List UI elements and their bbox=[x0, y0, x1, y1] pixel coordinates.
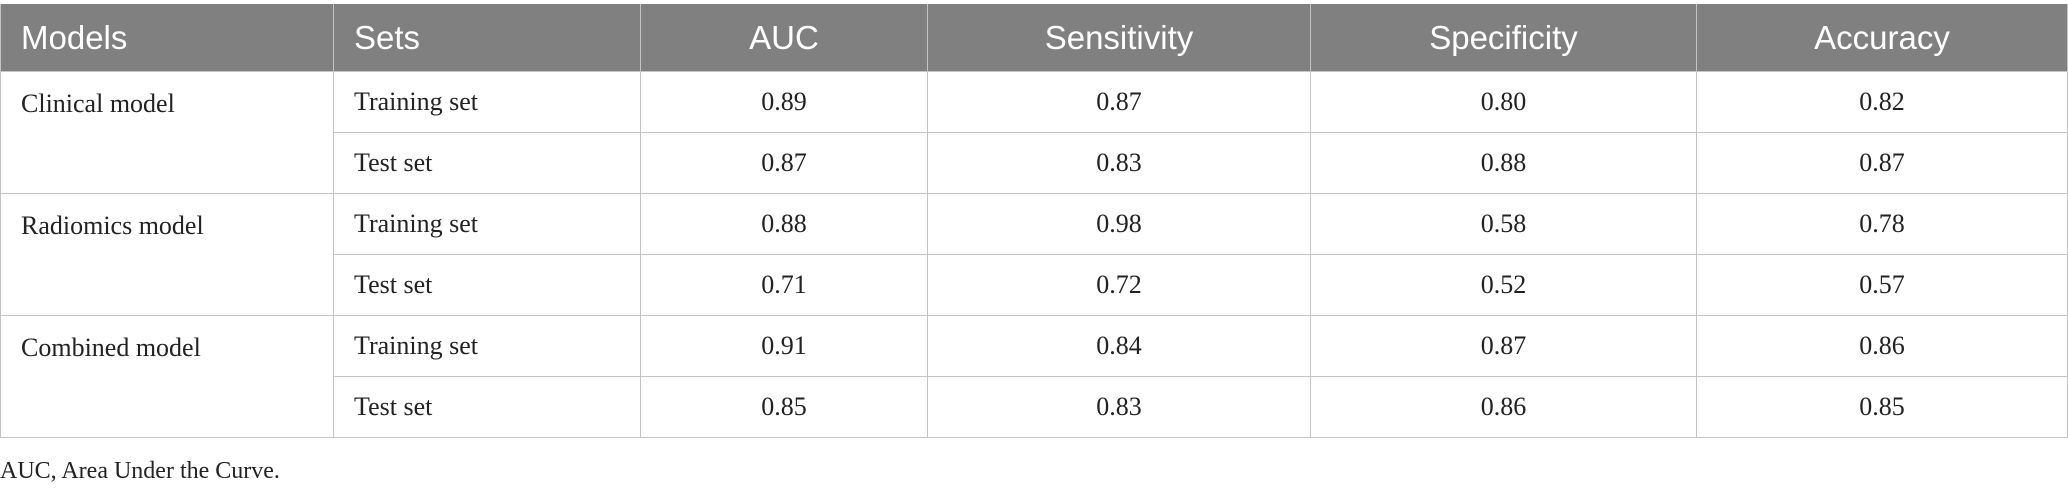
specificity-cell: 0.80 bbox=[1310, 71, 1697, 133]
model-name-cell: Combined model bbox=[0, 315, 334, 438]
set-cell: Test set bbox=[333, 376, 641, 438]
accuracy-cell: 0.57 bbox=[1696, 254, 2068, 316]
header-row: Models Sets AUC Sensitivity Specificity … bbox=[0, 4, 2068, 72]
table-body: Clinical model Training set 0.89 0.87 0.… bbox=[0, 71, 2068, 438]
auc-cell: 0.88 bbox=[640, 193, 928, 255]
table-header: Models Sets AUC Sensitivity Specificity … bbox=[0, 4, 2068, 72]
auc-cell: 0.91 bbox=[640, 315, 928, 377]
sensitivity-cell: 0.84 bbox=[927, 315, 1311, 377]
sensitivity-cell: 0.83 bbox=[927, 132, 1311, 194]
set-cell: Test set bbox=[333, 132, 641, 194]
sensitivity-cell: 0.98 bbox=[927, 193, 1311, 255]
accuracy-cell: 0.87 bbox=[1696, 132, 2068, 194]
model-name-cell: Clinical model bbox=[0, 71, 334, 194]
auc-cell: 0.85 bbox=[640, 376, 928, 438]
table-footnote: AUC, Area Under the Curve. bbox=[0, 458, 280, 484]
header-accuracy: Accuracy bbox=[1696, 4, 2068, 72]
set-cell: Test set bbox=[333, 254, 641, 316]
header-sets: Sets bbox=[333, 4, 641, 72]
set-cell: Training set bbox=[333, 71, 641, 133]
auc-cell: 0.89 bbox=[640, 71, 928, 133]
specificity-cell: 0.52 bbox=[1310, 254, 1697, 316]
specificity-cell: 0.88 bbox=[1310, 132, 1697, 194]
sensitivity-cell: 0.72 bbox=[927, 254, 1311, 316]
specificity-cell: 0.87 bbox=[1310, 315, 1697, 377]
sensitivity-cell: 0.87 bbox=[927, 71, 1311, 133]
table-row: Combined model Training set 0.91 0.84 0.… bbox=[0, 315, 2068, 438]
specificity-cell: 0.58 bbox=[1310, 193, 1697, 255]
header-specificity: Specificity bbox=[1310, 4, 1697, 72]
model-name-cell: Radiomics model bbox=[0, 193, 334, 316]
accuracy-cell: 0.78 bbox=[1696, 193, 2068, 255]
accuracy-cell: 0.82 bbox=[1696, 71, 2068, 133]
auc-cell: 0.87 bbox=[640, 132, 928, 194]
header-sensitivity: Sensitivity bbox=[927, 4, 1311, 72]
specificity-cell: 0.86 bbox=[1310, 376, 1697, 438]
table-row: Test set 0.85 0.83 0.86 0.85 bbox=[1, 376, 2068, 438]
sensitivity-cell: 0.83 bbox=[927, 376, 1311, 438]
set-cell: Training set bbox=[333, 315, 641, 377]
table-row: Clinical model Training set 0.89 0.87 0.… bbox=[0, 71, 2068, 194]
auc-cell: 0.71 bbox=[640, 254, 928, 316]
table-row: Test set 0.71 0.72 0.52 0.57 bbox=[1, 254, 2068, 316]
header-auc: AUC bbox=[640, 4, 928, 72]
results-table-container: Models Sets AUC Sensitivity Specificity … bbox=[0, 4, 2068, 438]
header-models: Models bbox=[0, 4, 334, 72]
set-cell: Training set bbox=[333, 193, 641, 255]
table-row: Radiomics model Training set 0.88 0.98 0… bbox=[0, 193, 2068, 316]
results-table: Models Sets AUC Sensitivity Specificity … bbox=[0, 4, 2068, 438]
accuracy-cell: 0.85 bbox=[1696, 376, 2068, 438]
accuracy-cell: 0.86 bbox=[1696, 315, 2068, 377]
